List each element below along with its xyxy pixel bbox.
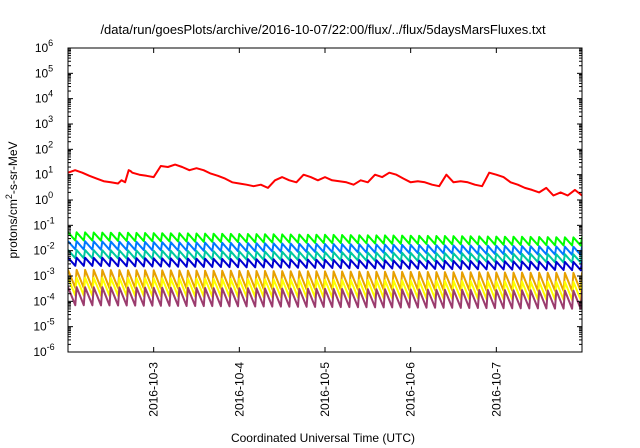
x-tick-label: 2016-10-6 — [404, 362, 418, 417]
y-tick-label: 10-2 — [33, 241, 54, 258]
y-axis: 10-6 10-5 10-4 10-3 10-2 10-1 100 101 102 103 104 1… — [33, 38, 582, 359]
series-line-4 — [68, 256, 582, 272]
y-tick-label: 102 — [35, 139, 53, 156]
y-axis-label-sup: 2 — [4, 194, 14, 199]
y-tick-label: 105 — [35, 63, 53, 80]
y-tick-label: 104 — [35, 89, 53, 106]
y-axis-label-suffix: -s-sr-MeV — [6, 141, 20, 194]
x-tick-label: 2016-10-7 — [489, 362, 503, 417]
series-line-6 — [68, 276, 582, 301]
y-tick-label: 106 — [35, 38, 53, 55]
series-line-7 — [68, 286, 582, 310]
x-tick-label: 2016-10-5 — [318, 362, 332, 417]
y-tick-label: 10-3 — [33, 266, 54, 283]
series-line-3 — [68, 249, 582, 264]
x-tick-label: 2016-10-3 — [147, 362, 161, 417]
series-line-1 — [68, 231, 582, 247]
y-tick-label: 103 — [35, 114, 53, 131]
y-tick-label: 10-5 — [33, 317, 54, 334]
series-layer — [68, 163, 582, 310]
plot-frame — [67, 47, 583, 353]
y-tick-label: 10-6 — [33, 342, 54, 359]
y-tick-label: 10-4 — [33, 291, 54, 308]
x-axis-label: Coordinated Universal Time (UTC) — [231, 431, 415, 445]
y-tick-label: 100 — [35, 190, 53, 207]
series-line-5 — [68, 268, 582, 292]
chart-title: /data/run/goesPlots/archive/2016-10-07/2… — [100, 22, 546, 37]
x-axis: 2016-10-3 2016-10-4 2016-10-5 2016-10-6 2016… — [147, 48, 503, 417]
y-axis-label-prefix: protons/cm — [6, 199, 20, 258]
y-axis-label: protons/cm2-s-sr-MeV — [4, 141, 20, 258]
series-line-2 — [68, 240, 582, 256]
series-line-0 — [68, 163, 582, 197]
y-tick-label: 101 — [35, 165, 53, 182]
y-tick-label: 10-1 — [33, 215, 54, 232]
x-tick-label: 2016-10-4 — [232, 362, 246, 417]
